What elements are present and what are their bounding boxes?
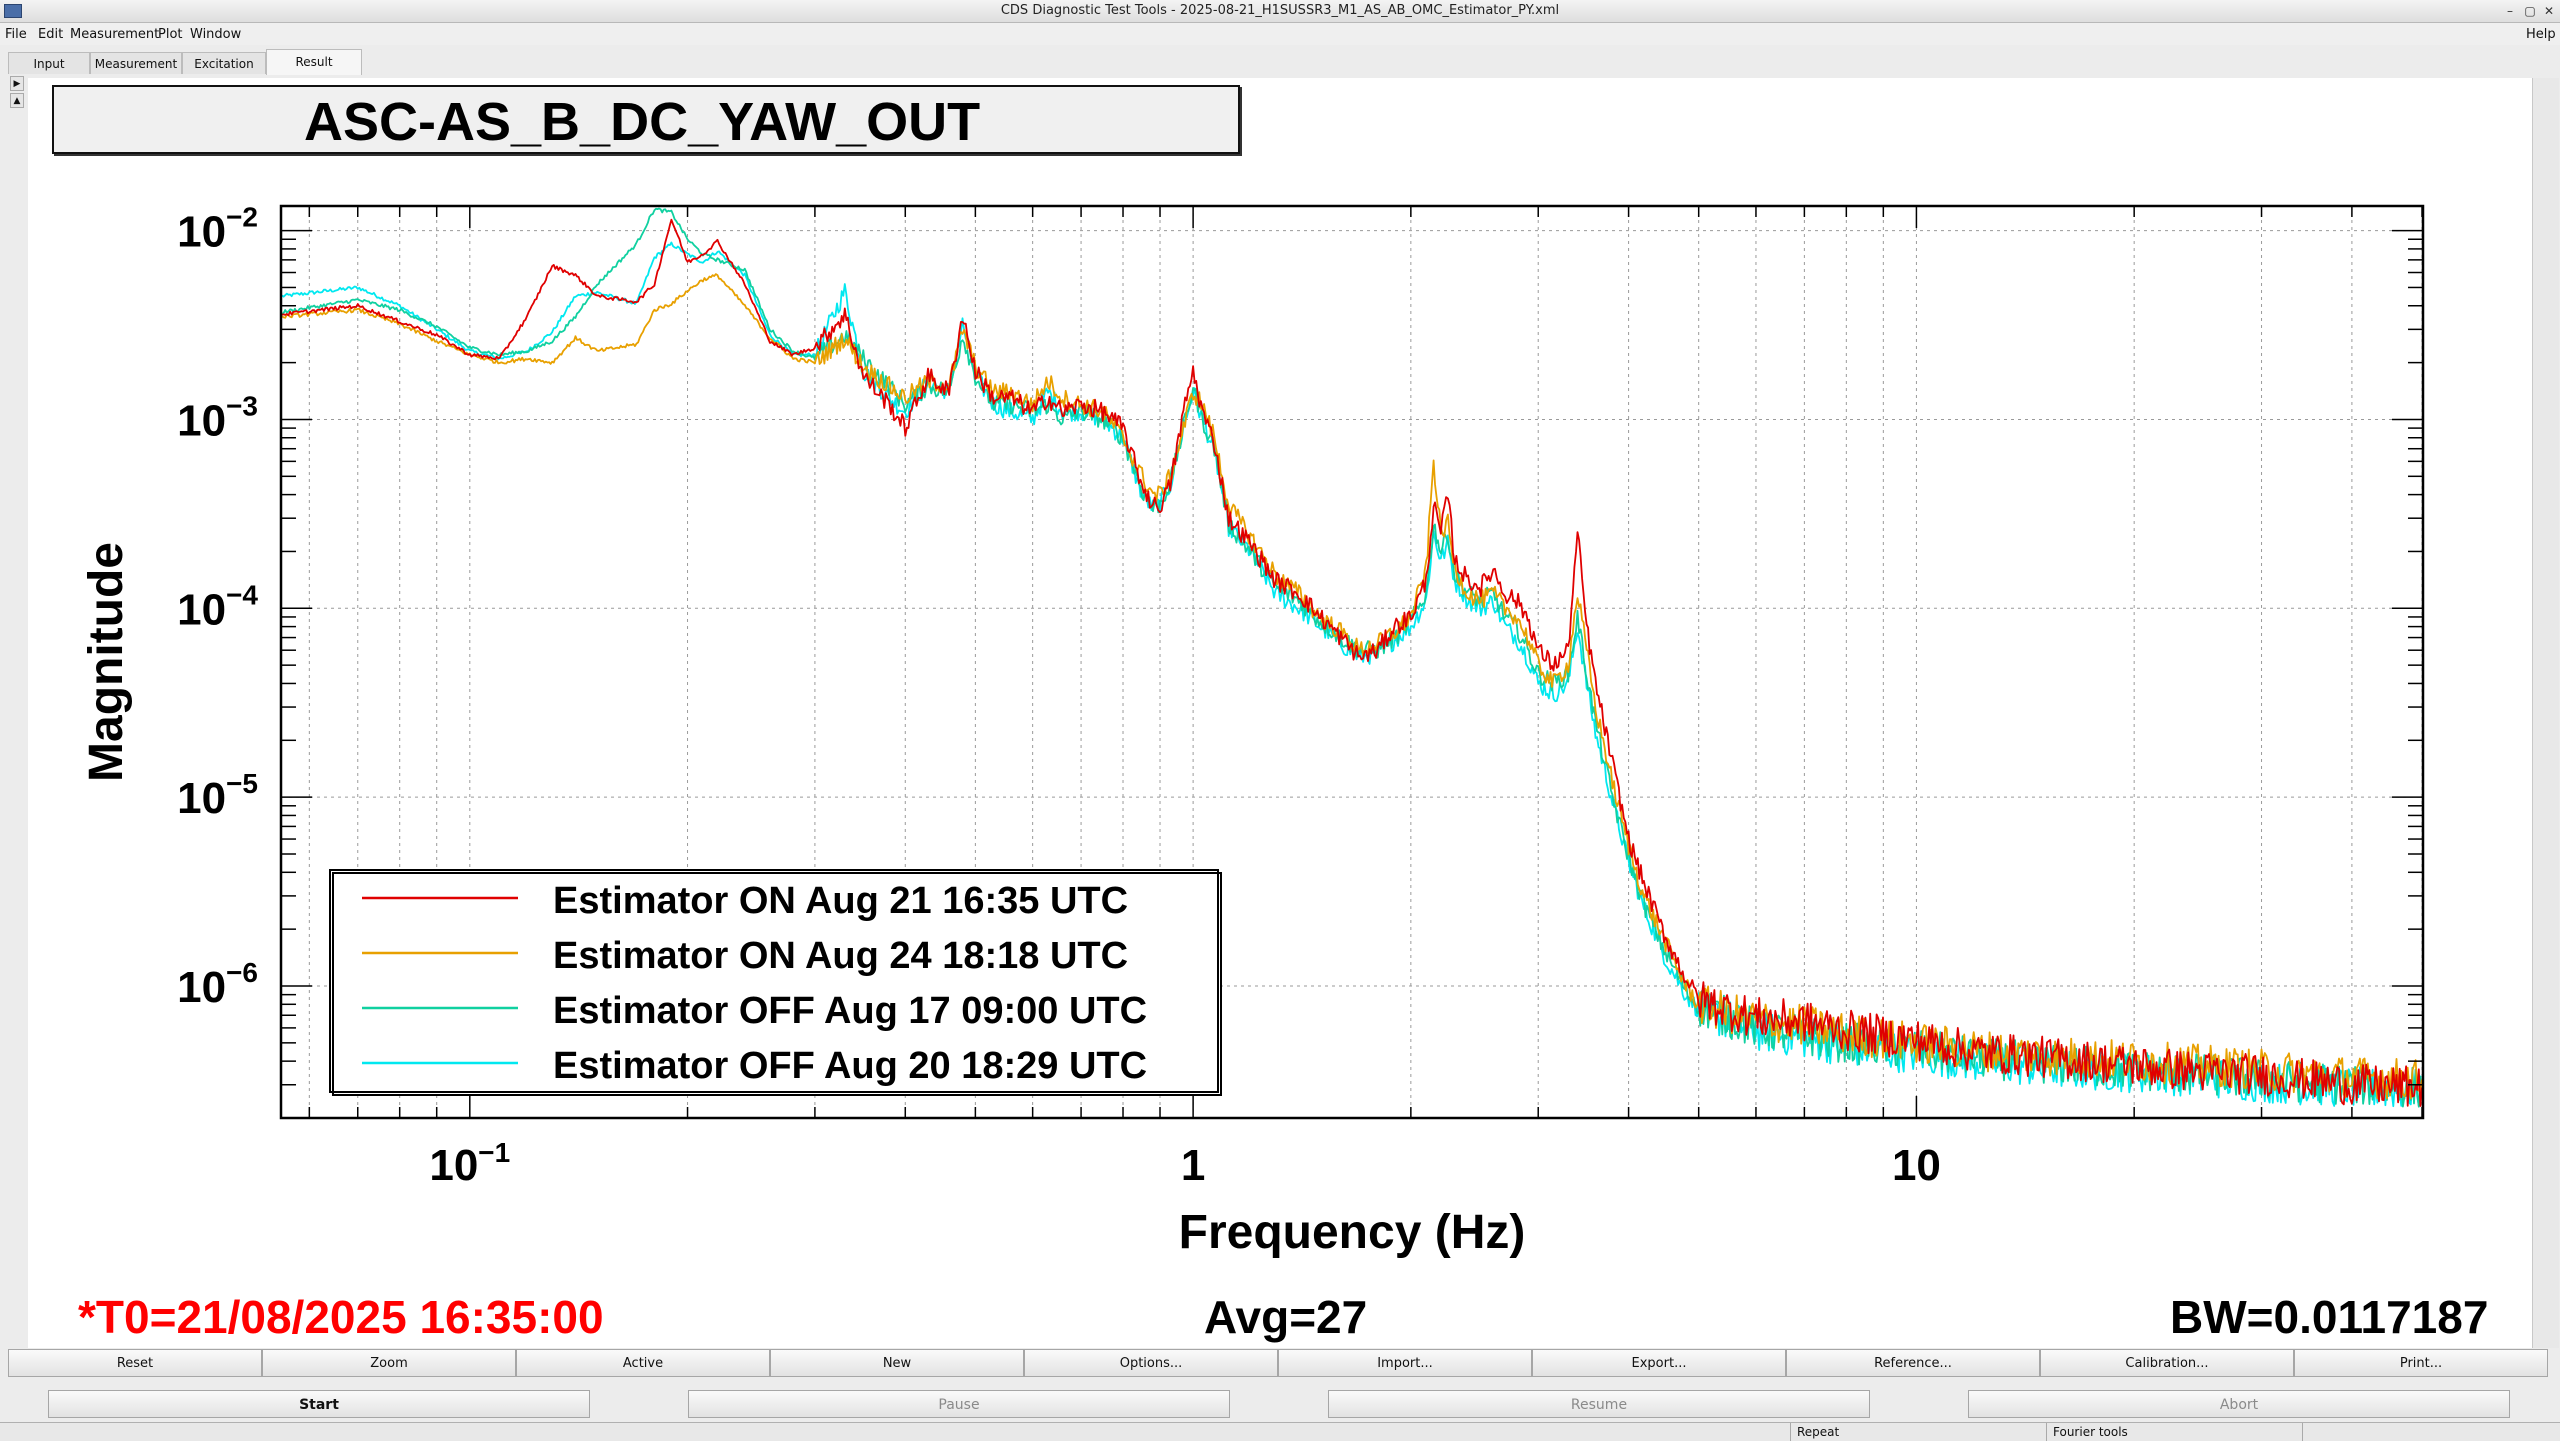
- menu-edit[interactable]: Edit: [38, 27, 64, 42]
- menu-window[interactable]: Window: [190, 27, 242, 42]
- expand-arrow-icon[interactable]: ▶: [10, 76, 24, 91]
- import-button[interactable]: Import...: [1278, 1349, 1532, 1377]
- export-button[interactable]: Export...: [1532, 1349, 1786, 1377]
- tab-excitation[interactable]: Excitation: [182, 52, 266, 74]
- menu-help[interactable]: Help: [2526, 27, 2556, 42]
- calibration-button[interactable]: Calibration...: [2040, 1349, 2294, 1377]
- status-repeat: Repeat: [1790, 1423, 2046, 1441]
- legend-shadow: [332, 872, 1222, 1096]
- resume-button[interactable]: Resume: [1328, 1390, 1870, 1418]
- menu-plot[interactable]: Plot: [158, 27, 183, 42]
- print-button[interactable]: Print...: [2294, 1349, 2548, 1377]
- reset-button[interactable]: Reset: [8, 1349, 262, 1377]
- series-line: [282, 207, 2422, 1108]
- plot-pane-scrollbar[interactable]: [2532, 78, 2559, 1348]
- legend: Estimator ON Aug 21 16:35 UTC Estimator O…: [329, 869, 1222, 1096]
- abort-button[interactable]: Abort: [1968, 1390, 2510, 1418]
- plot-frame: [279, 204, 2425, 1120]
- reference-button[interactable]: Reference...: [1786, 1349, 2040, 1377]
- legend-entry-label: Estimator ON Aug 21 16:35 UTC: [553, 880, 1128, 922]
- menu-bar: File Edit Measurement Plot Window Help: [0, 23, 2560, 45]
- axis-ticks: [282, 206, 2423, 1119]
- minimize-button[interactable]: –: [2507, 4, 2513, 18]
- x-tick-label: 10−1: [429, 1137, 510, 1190]
- series-line: [282, 241, 2422, 1108]
- title-bar: CDS Diagnostic Test Tools - 2025-08-21_H…: [0, 0, 2560, 23]
- legend-entry-label: Estimator OFF Aug 17 09:00 UTC: [553, 990, 1147, 1032]
- tab-measurement[interactable]: Measurement: [90, 52, 182, 74]
- app-icon: [4, 4, 22, 18]
- pane-arrows: ▶ ▲: [10, 76, 24, 110]
- plot-pane[interactable]: [28, 78, 2532, 1348]
- close-button[interactable]: ✕: [2543, 4, 2555, 18]
- y-tick-label: 10−4: [177, 579, 258, 634]
- tab-input[interactable]: Input: [8, 52, 90, 74]
- series-line: [282, 218, 2422, 1107]
- bw-label: BW=0.0117187: [2170, 1291, 2489, 1343]
- y-tick-label: 10−6: [177, 957, 258, 1012]
- y-tick-label: 10−2: [177, 202, 258, 257]
- collapse-arrow-icon[interactable]: ▲: [10, 93, 24, 108]
- menu-file[interactable]: File: [5, 27, 27, 42]
- new-button[interactable]: New: [770, 1349, 1024, 1377]
- active-button[interactable]: Active: [516, 1349, 770, 1377]
- status-bar: Repeat Fourier tools: [0, 1422, 2560, 1441]
- axis-tick-labels: 10−1 1 10 10−2 10−3 10−4 10−5 10−6: [177, 202, 1941, 1190]
- start-button[interactable]: Start: [48, 1390, 590, 1418]
- tab-result[interactable]: Result: [266, 49, 362, 75]
- x-tick-label: 10: [1892, 1141, 1941, 1190]
- legend-entry-label: Estimator ON Aug 24 18:18 UTC: [553, 935, 1128, 977]
- status-fourier-tools: Fourier tools: [2046, 1423, 2302, 1441]
- y-tick-label: 10−5: [177, 768, 258, 823]
- measurement-control-row: Start Pause Resume Abort: [0, 1390, 2560, 1420]
- zoom-button[interactable]: Zoom: [262, 1349, 516, 1377]
- legend-box: [329, 869, 1219, 1093]
- tab-bar: Input Measurement Excitation Result: [0, 48, 2560, 76]
- options-button[interactable]: Options...: [1024, 1349, 1278, 1377]
- plot-title: ASC-AS_B_DC_YAW_OUT: [304, 92, 981, 152]
- status-message: [0, 1423, 1790, 1441]
- x-tick-label: 1: [1181, 1141, 1205, 1190]
- window-title: CDS Diagnostic Test Tools - 2025-08-21_H…: [1000, 3, 1560, 18]
- legend-entry-label: Estimator OFF Aug 20 18:29 UTC: [553, 1045, 1147, 1087]
- menu-measurement[interactable]: Measurement: [70, 27, 160, 42]
- plot-grid: [282, 206, 2423, 1118]
- plot-button-row: Reset Zoom Active New Options... Import.…: [8, 1349, 2548, 1379]
- x-axis-label: Frequency (Hz): [1179, 1206, 1526, 1259]
- plot-title-box[interactable]: ASC-AS_B_DC_YAW_OUT: [52, 85, 1240, 154]
- avg-label: Avg=27: [1204, 1291, 1368, 1343]
- pause-button[interactable]: Pause: [688, 1390, 1230, 1418]
- plot-canvas[interactable]: 10−1 1 10 10−2 10−3 10−4 10−5 10−6 Frequency (H…: [0, 0, 2560, 1350]
- status-extra: [2302, 1423, 2560, 1441]
- y-tick-label: 10−3: [177, 390, 258, 445]
- maximize-button[interactable]: ▢: [2524, 4, 2536, 18]
- y-axis-label: Magnitude: [80, 542, 133, 782]
- t0-label: *T0=21/08/2025 16:35:00: [78, 1291, 604, 1343]
- series-group: [282, 207, 2422, 1108]
